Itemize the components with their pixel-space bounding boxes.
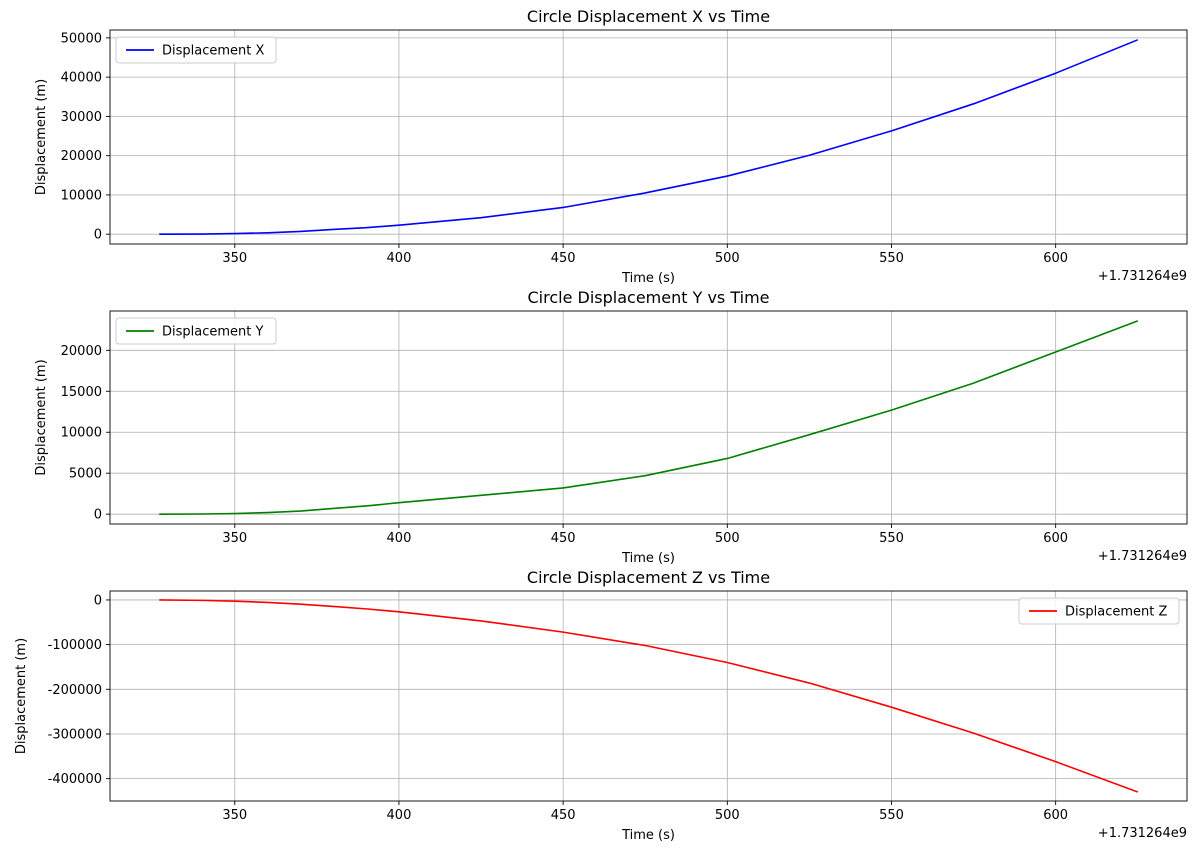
legend: Displacement Z	[1018, 597, 1180, 625]
x-tick-label: 450	[551, 251, 576, 266]
series-line-displacement-z	[159, 599, 1139, 793]
y-tick-label: -100000	[48, 638, 102, 653]
x-tick-label: 600	[1043, 251, 1068, 266]
x-tick-label: 400	[387, 531, 412, 546]
legend: Displacement X	[115, 36, 277, 64]
y-axis-label: Displacement (m)	[14, 638, 29, 754]
axes-frame	[109, 590, 1188, 802]
legend: Displacement Y	[115, 317, 277, 345]
x-tick-label: 350	[222, 808, 247, 823]
x-tick-label: 600	[1043, 808, 1068, 823]
y-tick-label: 20000	[61, 149, 102, 164]
x-tick-label: 550	[879, 808, 904, 823]
x-axis-label: Time (s)	[621, 828, 675, 843]
legend-box	[1018, 597, 1180, 625]
series-line-displacement-y	[159, 320, 1139, 515]
chart-title: Circle Displacement X vs Time	[527, 7, 770, 26]
y-tick-label: -300000	[48, 727, 102, 742]
y-tick-label: 0	[94, 593, 102, 608]
x-tick-label: 400	[387, 808, 412, 823]
x-tick-label: 350	[222, 251, 247, 266]
legend-label: Displacement Y	[162, 325, 264, 340]
x-tick-label: 400	[387, 251, 412, 266]
legend-label: Displacement X	[162, 44, 265, 59]
y-tick-label: 10000	[61, 426, 102, 441]
axes-frame	[109, 29, 1188, 245]
legend-label: Displacement Z	[1065, 605, 1168, 620]
y-tick-label: 20000	[61, 344, 102, 359]
axes-frame	[109, 310, 1188, 525]
x-axis-offset-label: +1.731264e9	[1098, 549, 1187, 564]
y-tick-label: 10000	[61, 188, 102, 203]
x-tick-label: 450	[551, 808, 576, 823]
x-tick-label: 600	[1043, 531, 1068, 546]
y-axis-label: Displacement (m)	[34, 359, 49, 475]
legend-box	[115, 317, 277, 345]
y-tick-label: 0	[94, 508, 102, 523]
x-axis-label: Time (s)	[621, 551, 675, 566]
legend-box	[115, 36, 277, 64]
y-axis-label: Displacement (m)	[34, 79, 49, 195]
chart-title: Circle Displacement Z vs Time	[527, 568, 770, 587]
x-tick-label: 500	[715, 531, 740, 546]
chart-title: Circle Displacement Y vs Time	[528, 288, 770, 307]
x-tick-label: 350	[222, 531, 247, 546]
x-tick-label: 550	[879, 531, 904, 546]
y-tick-label: -200000	[48, 683, 102, 698]
series-line-displacement-x	[159, 39, 1139, 235]
chart-panel-2: 350 400 450 500 550 600 0 5000 10000 15000 20000 Ci…	[34, 288, 1188, 566]
chart-panel-3: 350 400 450 500 550 600 0 -100000 -200000 -300000…	[14, 568, 1188, 843]
x-axis-label: Time (s)	[621, 271, 675, 286]
y-tick-label: -400000	[48, 772, 102, 787]
y-tick-label: 40000	[61, 71, 102, 86]
y-tick-label: 0	[94, 228, 102, 243]
x-tick-label: 550	[879, 251, 904, 266]
y-tick-label: 50000	[61, 31, 102, 46]
y-tick-label: 30000	[61, 110, 102, 125]
x-axis-offset-label: +1.731264e9	[1098, 826, 1187, 841]
chart-panel-1: 350 400 450 500 550 600 0 10000 20000 30000 40000 5…	[34, 7, 1188, 286]
y-tick-label: 15000	[61, 385, 102, 400]
y-tick-label: 5000	[69, 467, 102, 482]
x-tick-label: 450	[551, 531, 576, 546]
x-tick-label: 500	[715, 808, 740, 823]
x-axis-offset-label: +1.731264e9	[1098, 269, 1187, 284]
x-tick-label: 500	[715, 251, 740, 266]
